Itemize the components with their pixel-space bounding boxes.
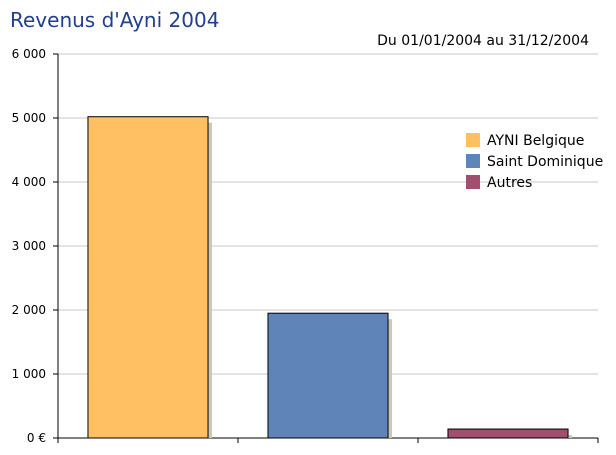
chart-subtitle: Du 01/01/2004 au 31/12/2004 [377,33,589,49]
y-tick-label: 6 000 [12,47,46,61]
y-tick-label: 4 000 [12,175,46,189]
y-tick-label: 0 € [27,431,46,445]
chart-title: Revenus d'Ayni 2004 [10,8,220,32]
bar-saint-dominique [267,312,389,439]
legend-swatch [466,154,480,168]
y-tick-label: 5 000 [12,111,46,125]
legend-label: Saint Dominique [487,154,603,170]
y-tick-label: 3 000 [12,239,46,253]
bar-ayni-belgique [87,116,209,439]
y-tick-label: 2 000 [12,303,46,317]
bar-autres [447,428,569,439]
legend-label: Autres [487,175,532,191]
y-tick-label: 1 000 [12,367,46,381]
legend-swatch [466,175,480,189]
legend-label: AYNI Belgique [487,133,584,149]
legend-swatch [466,133,480,147]
